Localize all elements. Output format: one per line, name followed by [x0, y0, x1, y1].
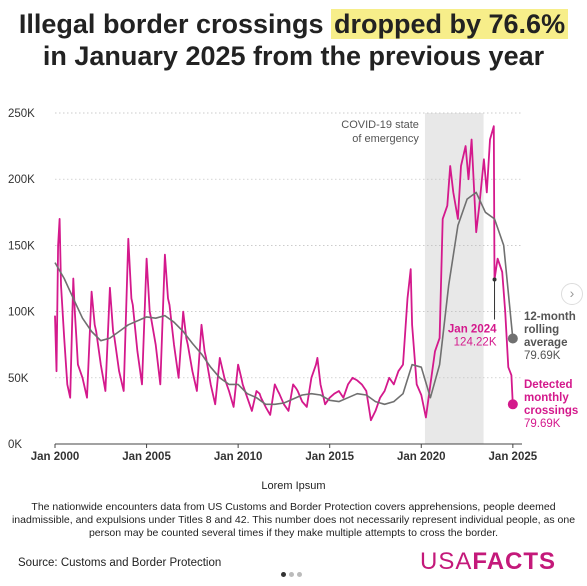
shaded-region-label: COVID-19 state — [341, 119, 419, 131]
rolling-average-line — [54, 191, 514, 406]
detected-crossings-label: Detected — [524, 379, 573, 391]
y-tick-label: 150K — [8, 240, 35, 252]
y-tick-label: 100K — [8, 307, 35, 319]
jan2024-marker — [492, 277, 497, 282]
x-tick-label: Jan 2020 — [397, 451, 446, 463]
carousel-dots — [281, 572, 302, 577]
carousel-dot[interactable] — [297, 572, 302, 577]
usafacts-logo: USAFACTS — [420, 548, 556, 576]
logo-usa: USA — [420, 548, 473, 575]
y-tick-label: 250K — [8, 108, 35, 120]
detected-crossings-label: crossings — [524, 405, 578, 417]
rolling-end-marker — [507, 333, 518, 344]
jan2024-value: 124.22K — [454, 337, 497, 349]
carousel-dot[interactable] — [281, 572, 286, 577]
shaded-region-label: of emergency — [352, 133, 419, 145]
x-tick-label: Jan 2015 — [305, 451, 354, 463]
line-chart: COVID-19 state of emergency 0K 50K 100K 150K 2… — [8, 108, 578, 463]
x-tick-label: Jan 2000 — [31, 451, 80, 463]
title-prefix: Illegal border crossings — [18, 9, 332, 39]
detected-crossings-line — [54, 125, 514, 422]
y-tick-label: 50K — [8, 373, 29, 385]
detected-crossings-label: monthly — [524, 392, 569, 404]
title-line2: in January 2025 from the previous year — [42, 41, 545, 71]
x-tick-label: Jan 2010 — [214, 451, 263, 463]
logo-facts: FACTS — [472, 548, 557, 575]
y-tick-label: 0K — [8, 439, 22, 451]
rolling-average-label: 12-month — [524, 311, 576, 323]
title-highlight: dropped by 76.6% — [331, 9, 569, 39]
x-axis-label: Lorem Ipsum — [261, 480, 326, 492]
rolling-average-value: 79.69K — [524, 350, 561, 362]
rolling-average-label: rolling — [524, 324, 559, 336]
next-slide-chevron-icon[interactable]: › — [561, 283, 583, 305]
y-tick-label: 200K — [8, 174, 35, 186]
covid-shaded-region — [424, 113, 484, 444]
x-tick-label: Jan 2025 — [489, 451, 538, 463]
detected-end-marker — [507, 399, 518, 410]
chart-title: Illegal border crossings dropped by 76.6… — [0, 8, 587, 72]
source-text: Source: Customs and Border Protection — [18, 557, 222, 569]
detected-crossings-value: 79.69K — [524, 418, 561, 430]
rolling-average-label: average — [524, 337, 567, 349]
jan2024-label: Jan 2024 — [448, 324, 497, 336]
carousel-dot[interactable] — [289, 572, 294, 577]
x-tick-label: Jan 2005 — [122, 451, 171, 463]
footnote: The nationwide encounters data from US C… — [11, 501, 576, 539]
